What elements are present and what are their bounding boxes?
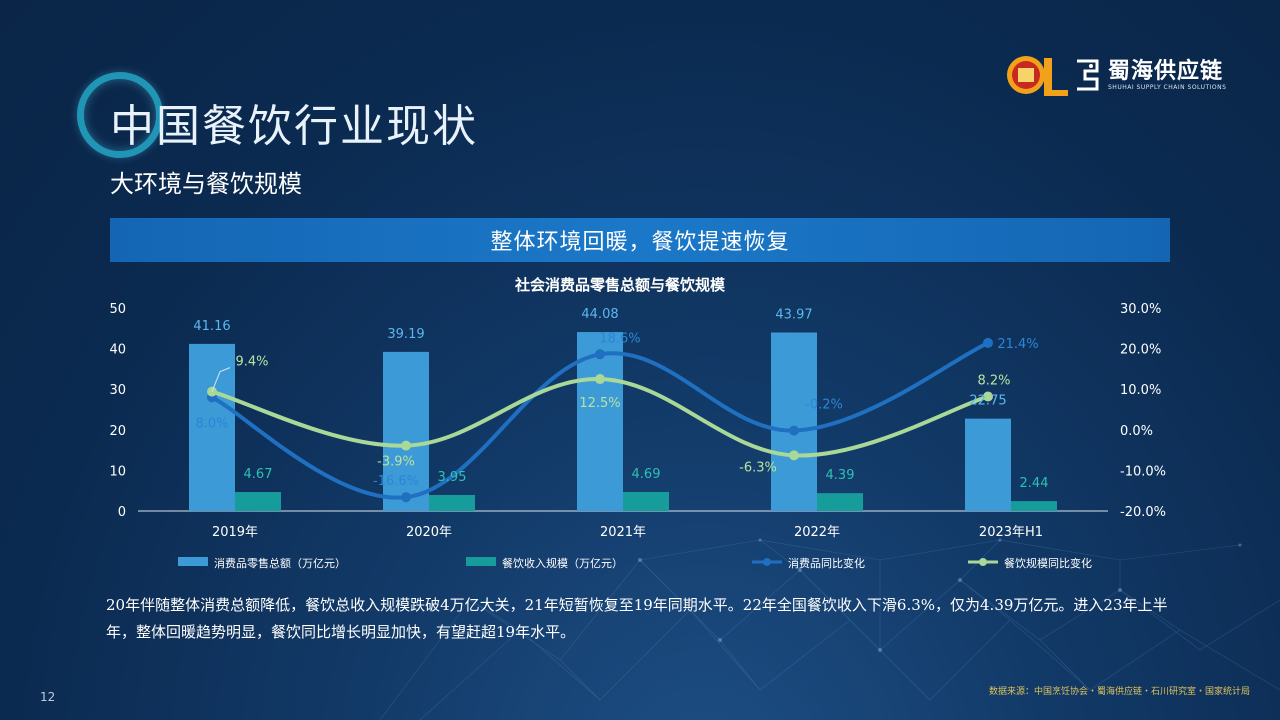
right-tick-label: -10.0% (1120, 464, 1166, 479)
catering-bar (429, 494, 475, 511)
line-value-label: -0.2% (805, 398, 843, 413)
left-tick-label: 20 (109, 424, 126, 439)
right-tick-label: 10.0% (1120, 383, 1161, 398)
logo-emblem-icon (1007, 56, 1068, 96)
x-tick-label: 2023年H1 (979, 525, 1043, 540)
right-axis: -20.0% -10.0% 0.0% 10.0% 20.0% 30.0% (1120, 302, 1166, 520)
right-tick-label: -20.0% (1120, 505, 1166, 520)
bar-value-label: 2.44 (1020, 476, 1049, 491)
retail-bar (189, 343, 235, 511)
legend-label: 消费品同比变化 (788, 556, 865, 570)
data-labels: 41.16 39.19 44.08 43.97 22.75 4.67 3.95 4.69 4.3… (193, 307, 1048, 491)
left-tick-label: 0 (118, 505, 126, 520)
label-leader-line (211, 367, 231, 392)
x-tick-label: 2019年 (212, 525, 258, 540)
page-number: 12 (40, 690, 56, 704)
line-value-label: 12.5% (579, 396, 620, 411)
retail-bar (965, 418, 1011, 511)
retail-yoy-point (595, 349, 605, 360)
line-value-label: 18.6% (599, 331, 640, 346)
left-tick-label: 40 (109, 343, 126, 358)
headline-banner: 整体环境回暖，餐饮提速恢复 (110, 218, 1170, 262)
bar-value-label: 4.69 (632, 467, 661, 482)
left-axis: 0 10 20 30 40 50 (109, 302, 126, 520)
bar-value-label: 43.97 (775, 307, 812, 322)
line-value-label: -6.3% (739, 460, 777, 475)
page-subtitle: 大环境与餐饮规模 (110, 170, 302, 198)
catering-bar (623, 491, 669, 511)
line-value-label: 21.4% (997, 337, 1038, 352)
bar-series (189, 332, 1057, 511)
chart-title: 社会消费品零售总额与餐饮规模 (514, 276, 726, 294)
retail-yoy-point (401, 492, 411, 503)
chart-legend: 消费品零售总额（万亿元） 餐饮收入规模（万亿元） 消费品同比变化 餐饮规模同比变化 (178, 556, 1092, 570)
legend-label: 餐饮规模同比变化 (1004, 556, 1092, 570)
catering-yoy-point (595, 374, 605, 385)
x-tick-label: 2021年 (600, 525, 646, 540)
page-title: 中国餐饮行业现状 (110, 101, 478, 152)
line-value-label: -3.9% (377, 455, 415, 470)
line-value-label: -16.6% (373, 474, 419, 489)
bar-value-label: 44.08 (581, 307, 618, 322)
retail-yoy-point (983, 337, 993, 348)
line-value-label: 8.2% (977, 374, 1010, 389)
logo-name: 蜀海供应链 (1108, 58, 1224, 84)
line-value-label: 9.4% (235, 355, 268, 370)
company-logo: 蜀海供应链 SHUHAI SUPPLY CHAIN SOLUTIONS (1004, 50, 1226, 100)
left-tick-label: 30 (109, 383, 126, 398)
catering-bar (1011, 501, 1057, 511)
left-tick-label: 50 (109, 302, 126, 317)
retail-bar (383, 351, 429, 511)
right-tick-label: 30.0% (1120, 302, 1161, 317)
description-text: 20年伴随整体消费总额降低，餐饮总收入规模跌破4万亿大关，21年短暂恢复至19年… (106, 596, 1168, 641)
retail-bar (771, 332, 817, 511)
data-source: 数据来源：中国烹饪协会・蜀海供应链・石川研究室・国家统计局 (988, 687, 1250, 697)
bar-value-label: 4.67 (244, 467, 273, 482)
x-tick-label: 2020年 (406, 525, 452, 540)
catering-yoy-point (789, 450, 799, 461)
legend-label: 消费品零售总额（万亿元） (214, 556, 346, 570)
legend-label: 餐饮收入规模（万亿元） (502, 556, 623, 570)
legend-swatch (466, 557, 496, 566)
catering-bar (235, 492, 281, 511)
bar-value-label: 4.39 (826, 468, 855, 483)
bar-value-label: 3.95 (438, 470, 467, 485)
bar-value-label: 39.19 (387, 327, 424, 342)
line-series (207, 337, 993, 503)
title-ring-decoration (77, 72, 163, 158)
bar-value-label: 22.75 (969, 394, 1006, 409)
line-value-label: 8.0% (195, 416, 228, 431)
legend-swatch-marker (979, 558, 987, 566)
left-tick-label: 10 (109, 464, 126, 479)
right-tick-label: 0.0% (1120, 424, 1153, 439)
retail-yoy-point (789, 425, 799, 436)
bar-value-label: 41.16 (193, 319, 230, 334)
legend-swatch (178, 557, 208, 566)
right-tick-label: 20.0% (1120, 343, 1161, 358)
logo-mark-icon (1077, 59, 1099, 91)
catering-yoy-point (401, 440, 411, 451)
retail-bar (577, 332, 623, 511)
legend-swatch-marker (763, 558, 771, 566)
x-tick-label: 2022年 (794, 525, 840, 540)
catering-bar (817, 493, 863, 511)
catering-yoy-point (983, 391, 993, 402)
x-axis-tick-labels: 2019年 2020年 2021年 2022年 2023年H1 (212, 525, 1043, 540)
logo-name-en: SHUHAI SUPPLY CHAIN SOLUTIONS (1108, 83, 1227, 91)
